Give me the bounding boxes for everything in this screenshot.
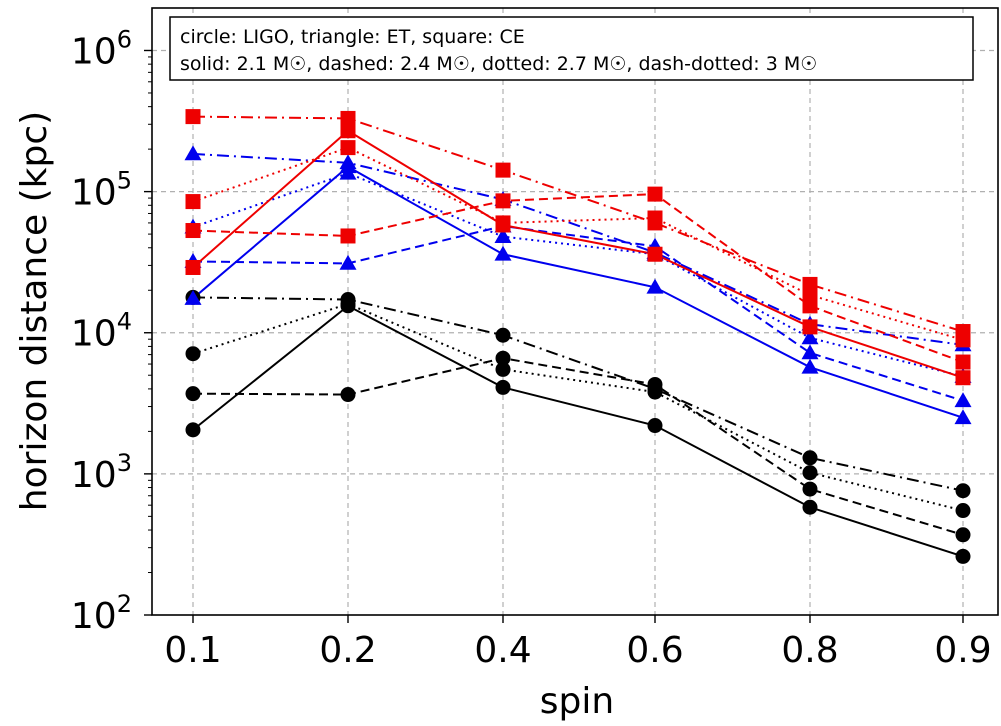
series-line-ligo-dotted — [192, 302, 964, 512]
ce-square-marker — [802, 276, 818, 292]
ligo-circle-marker — [802, 465, 818, 481]
ligo-circle-marker — [340, 387, 356, 403]
series-layer — [184, 109, 972, 564]
ce-square-marker — [955, 370, 971, 386]
ligo-circle-marker — [802, 450, 818, 466]
et-triangle-marker — [494, 245, 512, 261]
series-line-ce-solid — [192, 129, 964, 379]
ligo-circle-marker — [802, 481, 818, 497]
series-line-et-solid — [192, 165, 964, 419]
x-tick-label: 0.9 — [934, 630, 991, 671]
ce-square-marker — [185, 109, 201, 125]
et-triangle-marker — [801, 344, 819, 360]
ligo-circle-marker — [647, 418, 663, 434]
et-triangle-marker — [184, 145, 202, 161]
ce-square-marker — [955, 324, 971, 340]
ce-square-marker — [495, 193, 511, 209]
ligo-circle-marker — [185, 386, 201, 402]
x-tick-label: 0.6 — [626, 630, 683, 671]
legend-line-markers: circle: LIGO, triangle: ET, square: CE — [180, 26, 525, 48]
series-line-et-dotted — [192, 172, 964, 378]
y-axis-title: horizon distance (kpc) — [14, 111, 55, 511]
x-tick-label: 0.1 — [164, 630, 221, 671]
ligo-circle-marker — [955, 503, 971, 519]
ce-square-marker — [340, 228, 356, 244]
ligo-circle-marker — [495, 379, 511, 395]
series-line-et-dash-dotted — [192, 152, 964, 346]
x-tick-label: 0.8 — [781, 630, 838, 671]
series-line-ligo-dashed — [192, 357, 964, 536]
ce-square-marker — [340, 110, 356, 126]
et-triangle-marker — [954, 409, 972, 425]
ce-square-marker — [647, 186, 663, 202]
ce-square-marker — [495, 162, 511, 178]
et-triangle-marker — [184, 289, 202, 305]
series-line-ligo-solid — [192, 304, 964, 558]
ce-square-marker — [185, 223, 201, 239]
ligo-circle-marker — [495, 361, 511, 377]
ce-square-marker — [185, 259, 201, 275]
ligo-circle-marker — [955, 548, 971, 564]
ligo-circle-marker — [495, 350, 511, 366]
et-triangle-marker — [494, 228, 512, 243]
ligo-circle-marker — [340, 292, 356, 308]
legend-box — [169, 16, 974, 81]
et-triangle-marker — [339, 254, 357, 270]
ligo-circle-marker — [955, 483, 971, 499]
x-tick-label: 0.4 — [474, 630, 531, 671]
y-tick-label: 102 — [71, 590, 132, 637]
ce-square-marker — [802, 319, 818, 335]
ce-square-marker — [647, 215, 663, 231]
legend-line-styles: solid: 2.1 M☉, dashed: 2.4 M☉, dotted: 2… — [180, 53, 817, 75]
ce-square-marker — [495, 215, 511, 231]
ce-square-marker — [185, 194, 201, 210]
y-tick-label: 104 — [71, 308, 132, 355]
x-tick-label: 0.2 — [319, 630, 376, 671]
legend: circle: LIGO, triangle: ET, square: CE s… — [169, 16, 974, 81]
ce-square-marker — [955, 354, 971, 370]
series-line-et-dashed — [192, 225, 964, 402]
series-line-ligo-dash-dotted — [192, 296, 964, 492]
grid-layer — [152, 8, 998, 615]
plot-frame — [151, 7, 999, 616]
et-triangle-marker — [954, 392, 972, 408]
et-triangle-marker — [801, 358, 819, 374]
tick-layer: 0.1 0.2 0.4 0.6 0.8 0.9 102 103 104 105 106 — [71, 25, 992, 671]
y-tick-label: 105 — [71, 167, 132, 214]
et-triangle-marker — [339, 154, 357, 170]
ce-square-marker — [340, 140, 356, 156]
y-tick-label: 106 — [71, 25, 132, 72]
ligo-circle-marker — [955, 527, 971, 543]
et-triangle-marker — [801, 329, 819, 345]
ce-square-marker — [647, 246, 663, 262]
ce-square-marker — [340, 123, 356, 139]
ligo-circle-marker — [185, 422, 201, 438]
ligo-circle-marker — [185, 346, 201, 362]
ligo-circle-marker — [802, 499, 818, 515]
series-line-ce-dotted — [192, 146, 964, 341]
series-line-ce-dashed — [192, 193, 964, 363]
et-triangle-marker — [339, 164, 357, 180]
ligo-circle-marker — [647, 381, 663, 397]
x-axis-title: spin — [540, 681, 614, 722]
ligo-circle-marker — [495, 327, 511, 343]
et-triangle-marker — [646, 278, 664, 294]
series-line-ce-dash-dotted — [192, 115, 964, 333]
y-tick-label: 103 — [71, 449, 132, 496]
